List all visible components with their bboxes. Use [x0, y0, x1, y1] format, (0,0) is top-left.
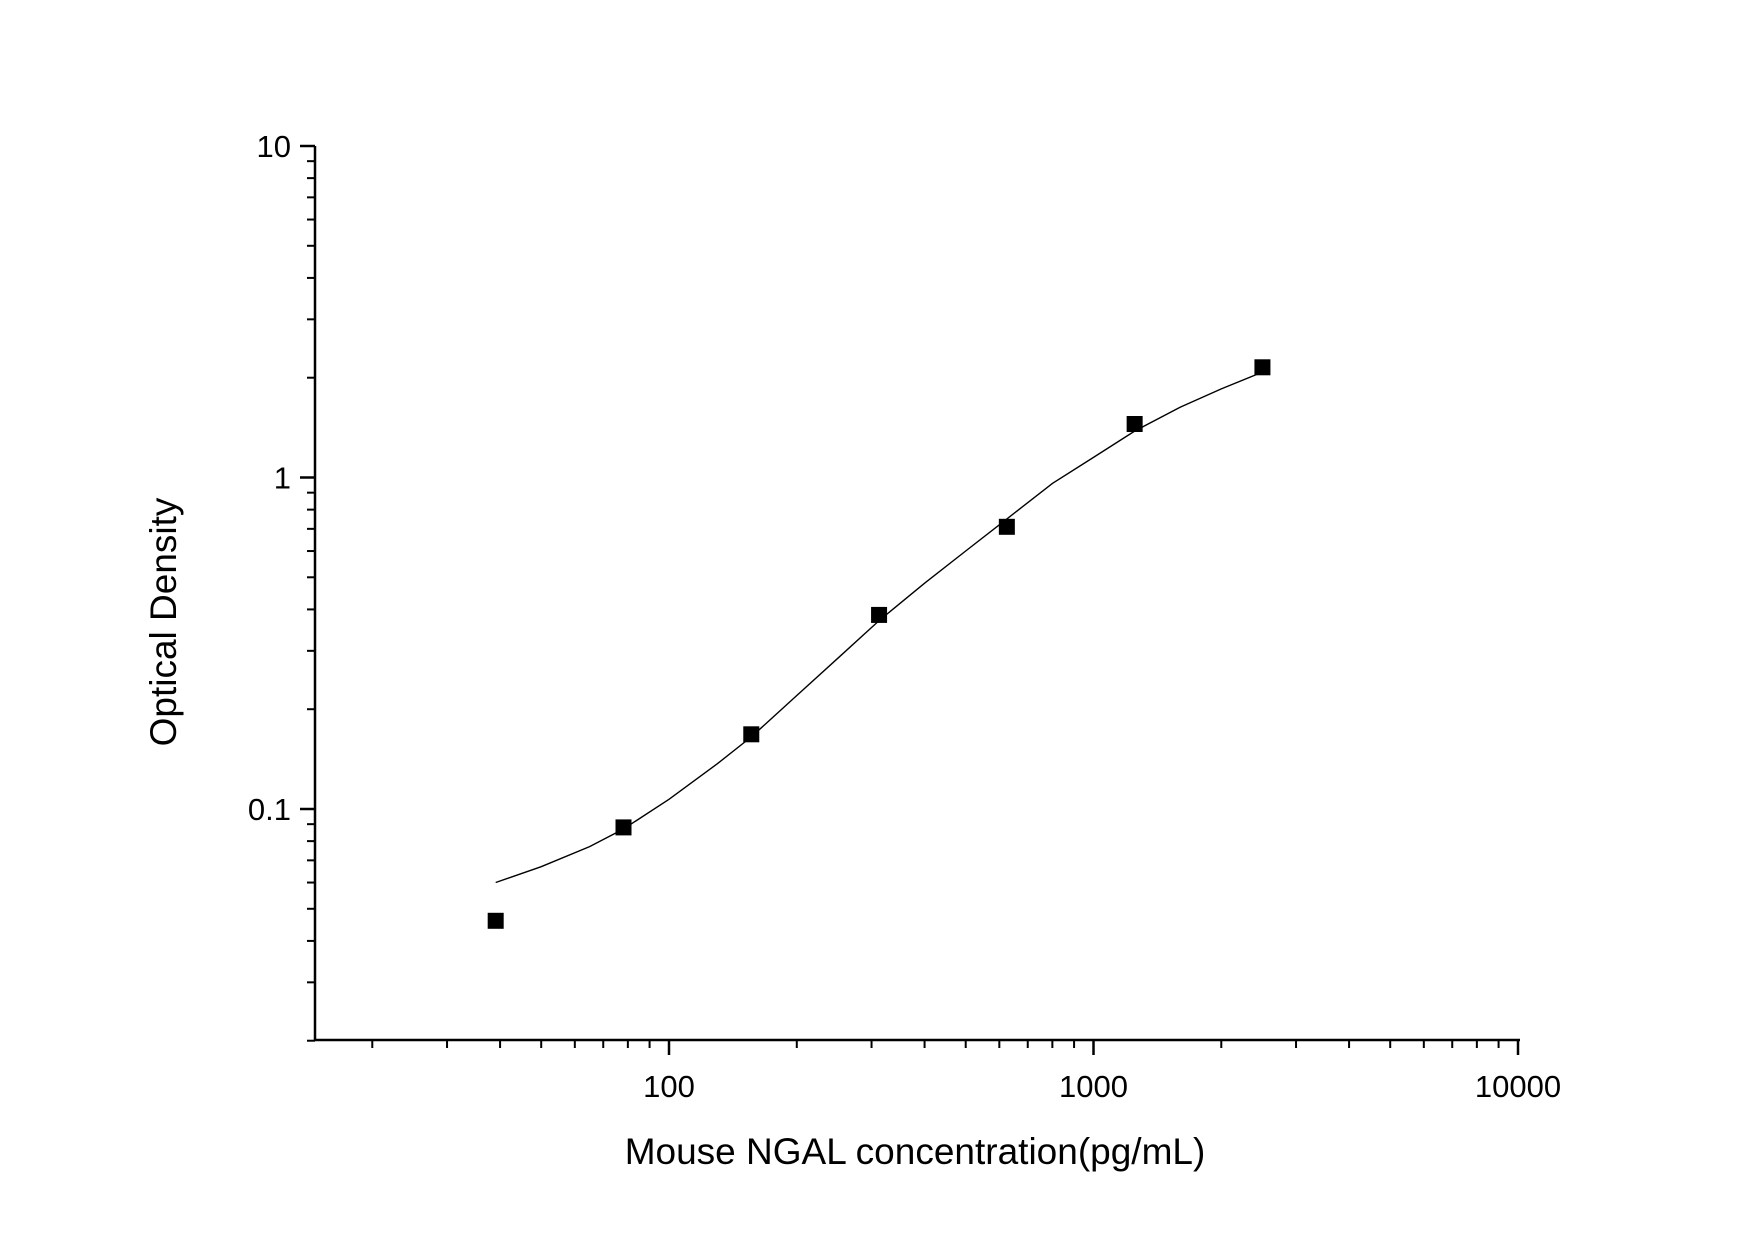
y-tick-label: 0.1 — [248, 792, 291, 827]
data-points-layer — [487, 359, 1271, 929]
fit-curve — [495, 371, 1263, 884]
data-point — [1126, 416, 1143, 433]
data-point — [615, 819, 632, 836]
axes: 100 1000 10000 0.1 1 10 — [248, 129, 1561, 1104]
x-tick-label: 1000 — [1059, 1069, 1128, 1104]
y-axis-label: Optical Density — [143, 497, 184, 746]
data-point — [487, 912, 504, 929]
x-tick-label: 100 — [643, 1069, 695, 1104]
data-point — [998, 518, 1015, 535]
x-tick-label: 10000 — [1475, 1069, 1561, 1104]
fit-curve-layer — [495, 371, 1263, 884]
y-tick-label: 10 — [257, 129, 291, 164]
x-axis-label: Mouse NGAL concentration(pg/mL) — [625, 1131, 1206, 1172]
y-tick-label: 1 — [274, 461, 291, 496]
data-point — [743, 726, 760, 743]
data-point — [1254, 359, 1271, 376]
data-point — [871, 606, 888, 623]
